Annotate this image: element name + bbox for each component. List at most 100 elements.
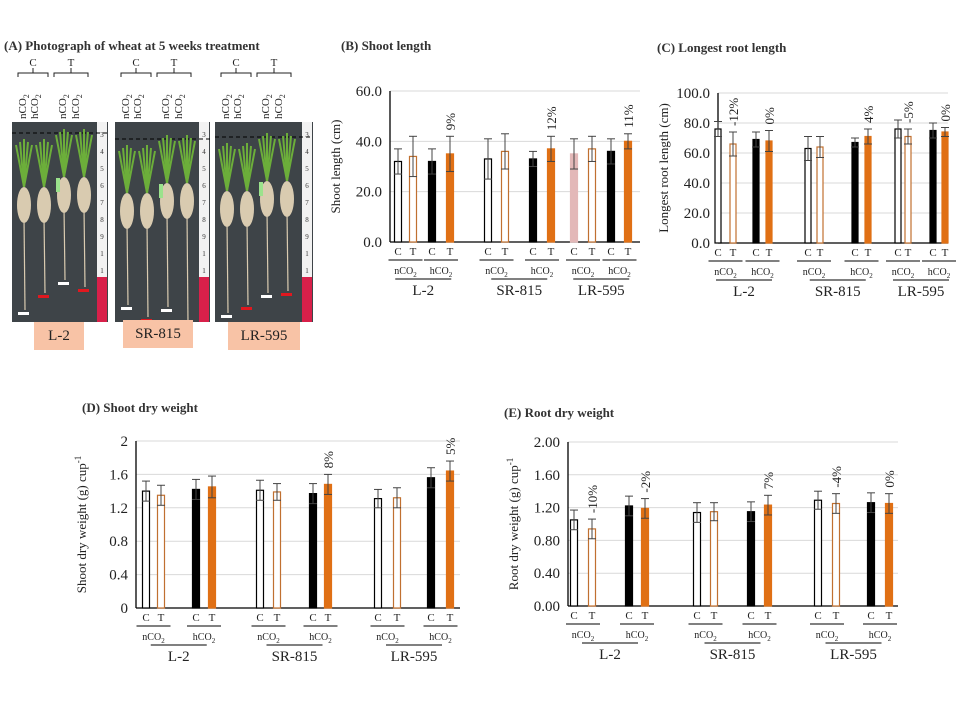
root [43, 216, 46, 294]
treatment-label: T [642, 610, 649, 622]
bar-l-2-nco2-t [729, 143, 737, 244]
brace-label: C [29, 57, 36, 69]
root [186, 212, 189, 324]
co2-subscript: 2 [550, 271, 554, 279]
y-tick-label: 80.0 [684, 116, 710, 132]
root [246, 220, 249, 306]
y-tick-label: 1.2 [109, 501, 128, 517]
leaf [63, 134, 73, 178]
bar-lr-595-nco2-t [587, 148, 597, 243]
treatment-label: C [752, 247, 759, 259]
co2-label: hCO2 [309, 632, 332, 645]
root [226, 220, 229, 314]
percent-change-label: -10% [585, 485, 600, 513]
ruler [97, 122, 107, 322]
co2-subscript: 2 [265, 94, 274, 98]
root-ball [260, 181, 274, 217]
bar-sr-815-hco2-t [763, 504, 773, 607]
root-ball [140, 193, 154, 229]
ruler-mark: 9 [100, 233, 104, 241]
ruler-mark: 1 [202, 250, 206, 258]
co2-subscript: 2 [770, 272, 774, 280]
percent-change-label: 0% [762, 107, 777, 125]
y-tick-label: 0 [121, 601, 129, 617]
co2-label: nCO2 [572, 630, 595, 643]
treatment-label: T [765, 610, 772, 622]
co2-subscript: 2 [22, 94, 31, 98]
treatment-label: C [256, 612, 263, 624]
bar-lr-595-nco2-c [813, 499, 823, 607]
treatment-label: T [325, 612, 332, 624]
co2-label: hCO2 [751, 267, 774, 280]
bar-sr-815-nco2-c [692, 511, 702, 607]
bar-sr-815-hco2-c [851, 141, 859, 244]
bar-l-2-nco2-t [587, 528, 597, 607]
root-length-marker [281, 293, 292, 296]
ruler [199, 122, 209, 322]
co2-subscript: 2 [733, 272, 737, 280]
ruler-mark: 1 [100, 250, 104, 258]
ruler-mark: 1 [100, 267, 104, 275]
y-tick-label: 1.6 [109, 467, 128, 483]
cultivar-label: L-2 [733, 284, 755, 300]
co2-label: nCO2 [816, 630, 839, 643]
y-tick-label: 100.0 [676, 86, 710, 102]
bar-l-2-hco2-c [752, 138, 760, 244]
bar-l-2-nco2-c [141, 490, 151, 609]
y-tick-label: 60.0 [684, 146, 710, 162]
y-axis-label: Root dry weight (g) cup-1 [505, 458, 521, 590]
ruler [302, 122, 312, 322]
treatment-label: T [905, 247, 912, 259]
co2-label: hCO2 [748, 630, 771, 643]
treatment-label: T [589, 246, 596, 258]
brace [53, 68, 89, 77]
co2-subscript: 2 [869, 272, 873, 280]
co2-subscript: 2 [125, 94, 134, 98]
ruler-mark: 4 [305, 148, 309, 156]
y-axis-label: Longest root length (cm) [656, 103, 671, 233]
treatment-label: C [894, 247, 901, 259]
longest-root-length-chart: 0.0 20.0 40.0 60.0 80.0 100.0 Longest root len… [656, 86, 956, 300]
brace-label: T [68, 57, 75, 69]
treatment-label: T [394, 612, 401, 624]
leaf [286, 138, 296, 182]
leaf [186, 140, 196, 184]
ruler-mark: 5 [100, 165, 104, 173]
treatment-label: C [192, 612, 199, 624]
bar-l-2-hco2-t [765, 140, 773, 244]
co2-label: hCO2 [626, 630, 649, 643]
root [23, 216, 26, 311]
treatment-label: C [570, 246, 577, 258]
co2-subscript: 2 [225, 94, 234, 98]
co2-label: hCO2 [430, 266, 453, 279]
co2-subscript: 2 [237, 94, 246, 98]
percent-change-label: 0% [938, 104, 953, 122]
ruler-mark: 9 [202, 233, 206, 241]
ruler-mark: 8 [305, 216, 309, 224]
co2-subscript: 2 [591, 271, 595, 279]
root-length-marker [121, 307, 132, 310]
root-ball [120, 193, 134, 229]
co2-subscript: 2 [278, 94, 287, 98]
bar-lr-595-hco2-c [929, 129, 937, 244]
co2-subscript: 2 [34, 94, 43, 98]
root-ball [280, 181, 294, 217]
y-tick-label: 1.20 [534, 501, 560, 517]
treatment-label: C [427, 612, 434, 624]
percent-change-label: 5% [443, 438, 458, 456]
co2-column-label: nCO2 [160, 94, 174, 119]
treatment-label: T [548, 246, 555, 258]
y-axis-label: Shoot dry weight (g) cup-1 [73, 456, 89, 593]
bar-l-2-hco2-t [207, 486, 217, 609]
co2-subscript: 2 [888, 635, 892, 643]
ruler-mark: 3 [305, 131, 309, 139]
ruler-mark: 4 [100, 148, 104, 156]
co2-label: nCO2 [892, 267, 915, 280]
treatment-label: T [447, 612, 454, 624]
root-length-marker [38, 295, 49, 298]
percent-change-label: 12% [544, 106, 559, 130]
co2-label: hCO2 [531, 266, 554, 279]
label-tag [259, 182, 263, 196]
ruler-mark: 3 [100, 131, 104, 139]
co2-label: hCO2 [869, 630, 892, 643]
